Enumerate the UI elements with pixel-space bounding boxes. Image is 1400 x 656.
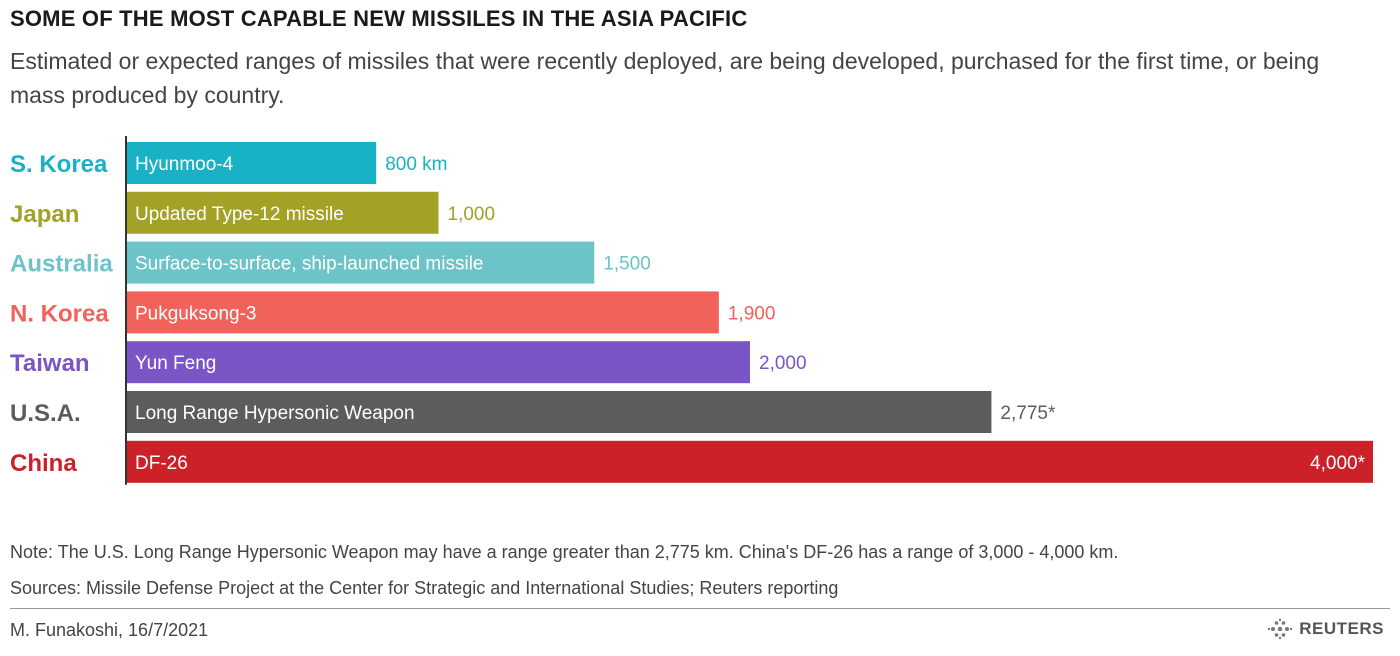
country-label: U.S.A. — [10, 400, 81, 427]
bar-chart: S. Korea Hyunmoo-4 800 km Japan Updated Type… — [10, 136, 1373, 485]
country-label: Australia — [10, 251, 113, 278]
missile-label: Hyunmoo-4 — [135, 154, 234, 175]
country-label: N. Korea — [10, 300, 109, 327]
chart-sources: Sources: Missile Defense Project at the … — [10, 578, 839, 598]
missile-label: Surface-to-surface, ship-launched missil… — [135, 254, 484, 275]
reuters-logo: REUTERS — [1267, 618, 1384, 640]
reuters-logo-text: REUTERS — [1299, 619, 1384, 638]
country-label: S. Korea — [10, 151, 108, 178]
chart-note: Note: The U.S. Long Range Hypersonic Wea… — [10, 542, 1119, 562]
value-label: 800 km — [385, 154, 447, 175]
missile-label: Yun Feng — [135, 353, 216, 374]
value-label: 1,500 — [603, 254, 651, 275]
chart-credit: M. Funakoshi, 16/7/2021 — [10, 620, 209, 640]
bar — [127, 241, 595, 284]
value-label: 1,900 — [728, 303, 776, 324]
value-label: 2,775* — [1000, 403, 1056, 424]
bar — [127, 142, 377, 184]
bar — [127, 291, 719, 334]
missile-label: Updated Type-12 missile — [135, 204, 344, 225]
country-label: Taiwan — [10, 350, 90, 377]
value-label: 1,000 — [448, 204, 496, 225]
country-label: China — [10, 450, 77, 477]
bar — [127, 440, 1373, 483]
missile-label: Pukguksong-3 — [135, 303, 256, 324]
value-label: 4,000* — [1310, 453, 1366, 474]
bar — [127, 341, 750, 384]
bar — [127, 191, 439, 234]
missile-label: DF-26 — [135, 453, 188, 474]
chart-subtitle: Estimated or expected ranges of missiles… — [10, 48, 1320, 108]
bar — [127, 391, 992, 433]
reuters-logo-icon — [1268, 618, 1293, 640]
country-label: Japan — [10, 201, 79, 228]
value-label: 2,000 — [759, 353, 807, 374]
missile-label: Long Range Hypersonic Weapon — [135, 403, 415, 424]
footer-divider — [10, 608, 1390, 609]
chart-title: SOME OF THE MOST CAPABLE NEW MISSILES IN… — [10, 6, 748, 31]
